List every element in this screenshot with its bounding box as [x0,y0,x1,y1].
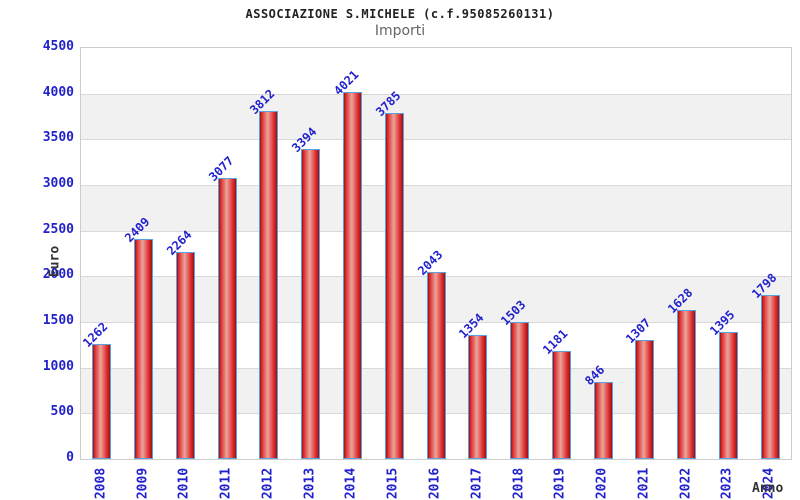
x-tick-label: 2010 [176,467,192,500]
plot-band [81,93,791,140]
bar [551,351,571,459]
y-axis-title: Euro [47,245,63,278]
x-tick-label: 2009 [135,467,151,500]
y-tick-label: 500 [50,404,74,420]
x-tick-label: 2017 [469,467,485,500]
bar [259,110,279,459]
gridline [81,185,791,186]
y-tick-label: 2500 [42,221,74,237]
plot-area: 1262 2409 2264 3077 3812 3394 4021 3785 2043 1354… [80,47,792,460]
bar [635,339,655,459]
bar [134,238,154,459]
chart-subtitle: Importi [374,23,426,39]
y-tick-label: 0 [66,450,74,465]
y-tick-label: 4000 [42,84,74,100]
gridline [81,230,791,232]
chart-title: ASSOCIAZIONE S.MICHELE (c.f.95085260131) [245,7,555,21]
x-tick-label: 2011 [218,467,234,500]
bar [175,252,195,459]
plot-band [81,230,791,277]
bar [384,113,404,459]
y-tick-label: 1500 [42,313,74,328]
bar [92,343,112,459]
y-tick-label: 2000 [42,267,74,283]
bar [677,310,697,459]
plot-band [81,185,791,231]
bar [301,149,321,459]
gridline [81,93,791,95]
x-tick-label: 2012 [260,467,276,500]
x-tick-label: 2021 [636,467,652,500]
bar [760,294,780,459]
x-tick-label: 2015 [385,467,401,500]
y-tick-label: 4500 [42,39,74,54]
x-tick-label: 2016 [427,467,443,500]
x-tick-label: 2022 [678,467,694,500]
bar [342,91,362,459]
bar [217,177,237,459]
x-tick-label: 2013 [302,467,318,500]
bar [426,272,446,459]
bar [593,381,613,459]
x-tick-label: 2023 [719,467,735,500]
x-axis-title: Anno [752,481,784,496]
plot-band [81,48,791,94]
bar [510,321,530,459]
x-tick-label: 2019 [552,467,568,500]
y-tick-label: 1000 [42,358,74,374]
x-tick-label: 2014 [343,467,359,500]
y-tick-label: 3500 [42,130,74,146]
x-tick-label: 2018 [511,467,527,500]
bar [718,331,738,459]
x-tick-label: 2020 [594,467,610,500]
y-tick-label: 3000 [42,176,74,191]
x-tick-label: 2008 [93,467,109,500]
bar [468,335,488,459]
gridline [81,139,791,141]
plot-band [81,139,791,185]
